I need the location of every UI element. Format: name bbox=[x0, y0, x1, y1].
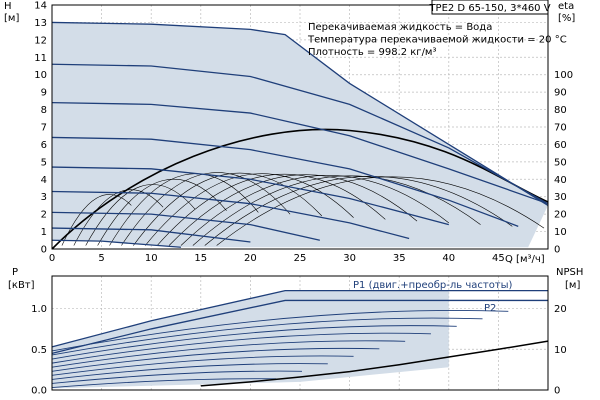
y-tick-label: 2 bbox=[41, 210, 47, 221]
y2-tick-label: 90 bbox=[554, 88, 567, 99]
y-tick-label: 5 bbox=[41, 157, 47, 168]
head-curve bbox=[51, 21, 549, 206]
power-curve bbox=[51, 310, 509, 352]
y-tick-label: 7 bbox=[41, 123, 47, 134]
power-curve bbox=[51, 370, 302, 384]
efficiency-contour bbox=[216, 176, 545, 246]
y-tick-label: 4 bbox=[41, 175, 47, 186]
y-tick-label: 0.0 bbox=[31, 386, 47, 397]
operating-range-area bbox=[52, 22, 548, 248]
series-label-p2: P2 bbox=[484, 303, 496, 314]
power-curve bbox=[51, 325, 457, 360]
head-curve bbox=[51, 136, 519, 227]
y2-axis-unit: [%] bbox=[558, 13, 575, 24]
efficiency-contour bbox=[97, 178, 227, 246]
y-tick-label: 1.0 bbox=[31, 304, 47, 315]
power-curve bbox=[51, 355, 354, 376]
y2-tick-label: 10 bbox=[554, 345, 567, 356]
y2-tick-label: 100 bbox=[554, 70, 573, 81]
head-curve bbox=[51, 63, 549, 205]
head-efficiency-chart: 0 5 10 15 20 25 30 35 40 450123456789101112131401… bbox=[4, 0, 575, 265]
power-curve bbox=[51, 332, 431, 364]
y2-tick-label: 20 bbox=[554, 304, 567, 315]
y-axis-label: H bbox=[4, 1, 12, 12]
y-tick-label: 6 bbox=[41, 140, 47, 151]
x-axis-label: Q [м³/ч] bbox=[505, 254, 545, 265]
y2-tick-label: 80 bbox=[554, 105, 567, 116]
power-curve bbox=[51, 340, 406, 368]
y-tick-label: 1 bbox=[41, 227, 47, 238]
chart-note: Плотность = 998.2 кг/м³ bbox=[308, 47, 437, 58]
x-tick-label: 40 bbox=[442, 253, 455, 264]
y2-tick-label: 60 bbox=[554, 140, 567, 151]
efficiency-contour bbox=[168, 174, 418, 246]
plot-frame bbox=[51, 4, 549, 250]
head-curve bbox=[51, 239, 182, 248]
y-axis-label: P bbox=[12, 267, 18, 278]
chart-title: TPE2 D 65-150, 3*460 V bbox=[428, 3, 550, 14]
y2-tick-label: 50 bbox=[554, 157, 567, 168]
efficiency-contour bbox=[204, 176, 513, 246]
x-tick-label: 45 bbox=[492, 253, 505, 264]
y2-axis-label: NPSH bbox=[556, 267, 583, 278]
x-tick-label: 35 bbox=[393, 253, 406, 264]
efficiency-contour bbox=[109, 173, 259, 246]
power-curve bbox=[51, 378, 277, 389]
power-npsh-chart: 0.0 0.5 1.0 0 10 20 P [кВт] NPSH [м] P1 (двиг.+пре… bbox=[8, 267, 583, 397]
npsh-curve bbox=[200, 340, 549, 387]
y2-tick-label: 40 bbox=[554, 175, 567, 186]
efficiency-contour bbox=[61, 194, 132, 246]
y-tick-label: 11 bbox=[34, 53, 47, 64]
head-curve bbox=[51, 101, 549, 205]
y-tick-label: 0 bbox=[41, 245, 47, 256]
y-tick-label: 3 bbox=[41, 192, 47, 203]
x-tick-label: 20 bbox=[244, 253, 257, 264]
power-curve bbox=[51, 363, 328, 380]
head-curve bbox=[51, 227, 251, 243]
y2-tick-label: 10 bbox=[554, 227, 567, 238]
x-tick-label: 10 bbox=[145, 253, 158, 264]
y2-axis-unit: [м] bbox=[565, 280, 580, 291]
efficiency-contour bbox=[192, 175, 481, 246]
head-curve bbox=[51, 211, 320, 241]
y-tick-label: 14 bbox=[34, 1, 47, 12]
power-curve bbox=[51, 347, 380, 372]
title-box bbox=[431, 0, 549, 15]
y2-tick-label: 20 bbox=[554, 210, 567, 221]
y-tick-label: 8 bbox=[41, 105, 47, 116]
power-curve bbox=[51, 317, 483, 356]
efficiency-contour bbox=[121, 172, 291, 246]
y2-tick-label: 30 bbox=[554, 192, 567, 203]
chart-note: Перекачиваемая жидкость = Вода bbox=[308, 22, 492, 33]
y-axis-unit: [м] bbox=[4, 13, 19, 24]
power-curve-main bbox=[51, 290, 548, 348]
series-label-p1: P1 (двиг.+преобр-ль частоты) bbox=[353, 280, 513, 291]
power-curve-main bbox=[51, 299, 548, 354]
efficiency-contour bbox=[133, 172, 323, 246]
y-tick-label: 13 bbox=[34, 18, 47, 29]
y2-axis-label: eta bbox=[558, 1, 574, 12]
chart-note: Температура перекачиваемой жидкости = 20… bbox=[307, 35, 567, 46]
y-tick-label: 12 bbox=[34, 35, 47, 46]
power-range-area bbox=[52, 290, 449, 389]
y2-tick-label: 70 bbox=[554, 123, 567, 134]
x-tick-label: 25 bbox=[294, 253, 307, 264]
y-axis-unit: [кВт] bbox=[8, 280, 35, 291]
x-tick-label: 0 bbox=[49, 253, 55, 264]
efficiency-contour bbox=[156, 173, 386, 246]
x-tick-label: 5 bbox=[98, 253, 104, 264]
y2-tick-label: 0 bbox=[554, 386, 560, 397]
head-curve bbox=[51, 190, 410, 240]
plot-frame bbox=[51, 275, 549, 391]
x-tick-label: 15 bbox=[194, 253, 207, 264]
efficiency-contour bbox=[180, 175, 449, 246]
head-curve bbox=[51, 166, 449, 226]
y-tick-label: 9 bbox=[41, 88, 47, 99]
x-tick-label: 30 bbox=[343, 253, 356, 264]
y-tick-label: 0.5 bbox=[31, 345, 47, 356]
y-tick-label: 10 bbox=[34, 70, 47, 81]
y2-tick-label: 0 bbox=[554, 245, 560, 256]
